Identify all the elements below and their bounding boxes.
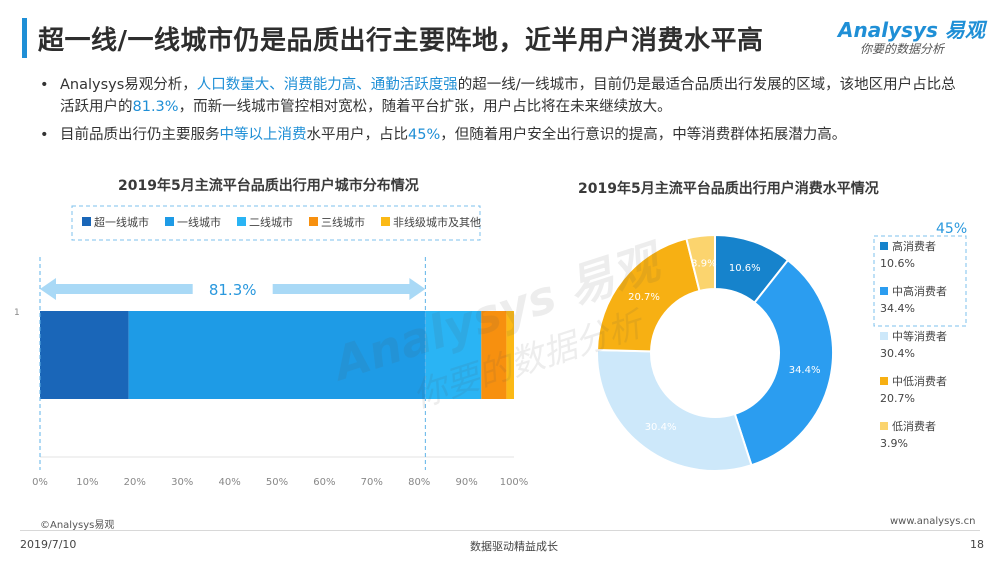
bullet-text: 目前品质出行仍主要服务中等以上消费水平用户，占比45%，但随着用户安全出行意识的… bbox=[60, 127, 847, 143]
arrow-head-left-icon bbox=[40, 278, 56, 300]
x-tick-label: 0% bbox=[32, 477, 48, 488]
slice-label: 10.6% bbox=[729, 263, 761, 274]
legend-swatch bbox=[309, 217, 318, 226]
title-accent-bar bbox=[22, 18, 27, 58]
legend-swatch bbox=[880, 377, 888, 385]
legend-swatch bbox=[237, 217, 246, 226]
legend-swatch bbox=[880, 332, 888, 340]
legend-label: 二线城市 bbox=[249, 215, 293, 229]
legend-label: 三线城市 bbox=[321, 215, 365, 229]
legend-label: 超一线城市 bbox=[94, 215, 149, 229]
legend-value: 10.6% bbox=[880, 257, 915, 270]
bullet-item: • 目前品质出行仍主要服务中等以上消费水平用户，占比45%，但随着用户安全出行意… bbox=[38, 124, 968, 146]
arrow-shaft-right bbox=[272, 284, 412, 294]
legend-highlight-box bbox=[873, 235, 967, 327]
bar-segment bbox=[40, 311, 129, 399]
legend-label: 中高消费者 bbox=[892, 284, 947, 298]
legend-label: 非线级城市及其他 bbox=[393, 215, 481, 229]
donut-slice bbox=[733, 258, 834, 467]
page-title: 超一线/一线城市仍是品质出行主要阵地，近半用户消费水平高 bbox=[38, 26, 764, 56]
x-tick-label: 20% bbox=[124, 477, 146, 488]
x-tick-label: 40% bbox=[218, 477, 240, 488]
legend-value: 3.9% bbox=[880, 437, 908, 450]
donut-slice bbox=[596, 349, 753, 472]
footer-date: 2019/7/10 bbox=[20, 538, 77, 551]
x-tick-label: 60% bbox=[313, 477, 335, 488]
bar-segment bbox=[425, 311, 482, 399]
arrow-shaft-left bbox=[54, 284, 193, 294]
x-tick-label: 50% bbox=[266, 477, 288, 488]
x-tick-label: 10% bbox=[76, 477, 98, 488]
slice-label: 30.4% bbox=[645, 422, 677, 433]
page-number: 18 bbox=[970, 538, 984, 551]
legend-box bbox=[71, 205, 481, 241]
logo-brand: Analysys 易观 bbox=[838, 18, 985, 42]
summary-bullets: • Analysys易观分析，人口数量大、消费能力高、通勤活跃度强的超一线/一线… bbox=[38, 74, 968, 152]
x-tick-label: 70% bbox=[361, 477, 383, 488]
footer-slogan: 数据驱动精益成长 bbox=[470, 540, 558, 553]
y-category-label: 1 bbox=[14, 308, 20, 318]
annotation-label: 45% bbox=[936, 221, 967, 237]
legend-label: 高消费者 bbox=[892, 239, 936, 253]
legend-swatch bbox=[880, 422, 888, 430]
x-tick-label: 90% bbox=[455, 477, 477, 488]
bar-segment bbox=[506, 311, 514, 399]
bullet-item: • Analysys易观分析，人口数量大、消费能力高、通勤活跃度强的超一线/一线… bbox=[38, 74, 968, 118]
bar-segment bbox=[481, 311, 507, 399]
legend-label: 中低消费者 bbox=[892, 374, 947, 388]
legend-swatch bbox=[165, 217, 174, 226]
slice-label: 34.4% bbox=[789, 365, 821, 376]
logo-tagline: 你要的数据分析 bbox=[860, 42, 945, 56]
donut-slice bbox=[685, 233, 716, 293]
legend-swatch bbox=[880, 287, 888, 295]
bullet-dot-icon: • bbox=[40, 77, 49, 93]
bullet-text: Analysys易观分析，人口数量大、消费能力高、通勤活跃度强的超一线/一线城市… bbox=[60, 77, 956, 115]
annotation-label: 81.3% bbox=[209, 281, 257, 299]
legend-value: 30.4% bbox=[880, 347, 915, 360]
footer-url: www.analysys.cn bbox=[890, 516, 976, 527]
legend-value: 20.7% bbox=[880, 392, 915, 405]
x-tick-label: 80% bbox=[408, 477, 430, 488]
legend-swatch bbox=[880, 242, 888, 250]
copyright: ©Analysys易观 bbox=[40, 520, 115, 531]
x-tick-label: 30% bbox=[171, 477, 193, 488]
legend-swatch bbox=[82, 217, 91, 226]
footer-divider bbox=[20, 530, 980, 531]
arrow-head-right-icon bbox=[409, 278, 426, 300]
legend-label: 中等消费者 bbox=[892, 329, 947, 343]
slice-label: 3.9% bbox=[691, 259, 716, 270]
donut-chart-title: 2019年5月主流平台品质出行用户消费水平情况 bbox=[578, 181, 879, 197]
bar-chart-title: 2019年5月主流平台品质出行用户城市分布情况 bbox=[118, 178, 419, 194]
slice-label: 20.7% bbox=[628, 292, 660, 303]
bar-chart: 超一线城市 一线城市 二线城市 三线城市 非线级城市及其他 0% 10% 20% 30% 40% 5… bbox=[14, 205, 529, 488]
legend-swatch bbox=[381, 217, 390, 226]
legend-value: 34.4% bbox=[880, 302, 915, 315]
bar-segment bbox=[128, 311, 426, 399]
annotation-arrow: 81.3% bbox=[40, 278, 426, 300]
legend-label: 低消费者 bbox=[892, 419, 936, 433]
donut-chart: 10.6% 34.4% 30.4% 20.7% 3.9% 45%高消费者 10.6% 中高消费… bbox=[596, 221, 967, 472]
legend-label: 一线城市 bbox=[177, 215, 221, 229]
bullet-dot-icon: • bbox=[40, 127, 49, 143]
analysys-logo: Analysys 易观 你要的数据分析 bbox=[838, 14, 988, 60]
x-tick-label: 100% bbox=[500, 477, 529, 488]
